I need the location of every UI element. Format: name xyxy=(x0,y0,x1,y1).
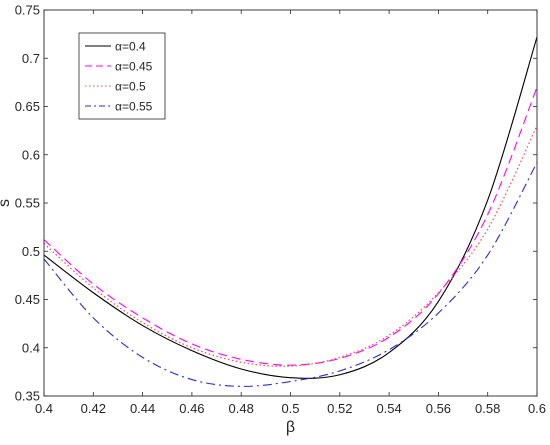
y-tick-label: 0.75 xyxy=(15,3,40,18)
series-layer xyxy=(43,36,538,387)
x-tick-label: 0.44 xyxy=(130,401,155,416)
legend-box xyxy=(78,32,166,120)
x-tick-label: 0.58 xyxy=(475,401,500,416)
y-tick-label: 0.4 xyxy=(22,340,40,355)
x-tick-label: 0.48 xyxy=(229,401,254,416)
y-tick-label: 0.5 xyxy=(22,244,40,259)
legend-label: α=0.55 xyxy=(115,100,153,114)
y-tick-label: 0.6 xyxy=(22,147,40,162)
series-line-3 xyxy=(43,125,538,367)
x-axis-label: β xyxy=(286,419,295,436)
legend-label: α=0.45 xyxy=(115,60,153,74)
series-line-1 xyxy=(43,36,538,379)
legend-label: α=0.4 xyxy=(115,40,146,54)
y-tick-label: 0.7 xyxy=(22,51,40,66)
series-line-2 xyxy=(43,87,538,366)
x-tick-label: 0.46 xyxy=(179,401,204,416)
x-tick-label: 0.4 xyxy=(35,401,53,416)
x-tick-label: 0.5 xyxy=(281,401,299,416)
x-tick-label: 0.42 xyxy=(81,401,106,416)
ticks: 0.4 0.42 0.44 0.46 0.48 0.5 0.52 0.54 0.56 0.58 0.… xyxy=(15,3,546,417)
legend: α=0.4 α=0.45 α=0.5 α=0.55 xyxy=(78,32,166,120)
y-axis-label: s xyxy=(0,199,13,207)
x-tick-label: 0.52 xyxy=(327,401,352,416)
y-tick-label: 0.35 xyxy=(15,389,40,404)
x-tick-label: 0.54 xyxy=(376,401,401,416)
y-tick-label: 0.45 xyxy=(15,292,40,307)
y-tick-label: 0.55 xyxy=(15,196,40,211)
x-tick-label: 0.6 xyxy=(528,401,546,416)
x-tick-label: 0.56 xyxy=(426,401,451,416)
legend-label: α=0.5 xyxy=(115,80,146,94)
y-tick-label: 0.65 xyxy=(15,99,40,114)
series-line-4 xyxy=(43,162,538,387)
